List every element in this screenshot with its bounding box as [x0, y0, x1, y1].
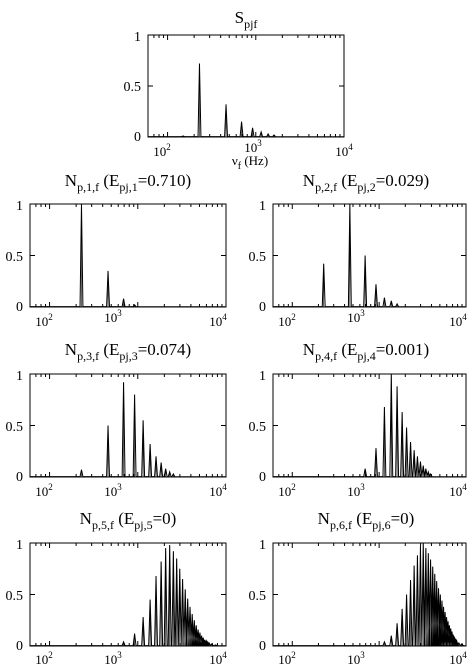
x-tick-label: 104: [209, 482, 227, 499]
x-tick-label: 102: [278, 482, 296, 499]
spectrum-series: [272, 542, 467, 647]
panel-np2f: Np,2,f (Epj,2=0.029) 0 0.5 1 102 103 104: [249, 171, 468, 329]
spectrum-line: [30, 203, 227, 308]
x-tick-label: 102: [35, 482, 53, 499]
x-tick-label: 102: [153, 142, 171, 159]
x-tick-label: 102: [278, 312, 296, 329]
spectrum-series: [147, 34, 345, 138]
y-tick-label: 1: [16, 199, 23, 214]
spectrum-line: [273, 203, 467, 308]
spectrum-series: [272, 373, 467, 478]
y-tick-label: 0.5: [6, 420, 24, 435]
spectrum-series: [272, 203, 467, 308]
y-tick-label: 1: [16, 538, 23, 553]
panel-title: Spjf: [235, 8, 258, 31]
spectrum-line: [30, 382, 227, 478]
x-tick-label: 102: [35, 312, 53, 329]
y-tick-label: 0.5: [249, 420, 267, 435]
y-tick-label: 0.5: [6, 250, 24, 265]
x-tick-label: 103: [104, 308, 122, 325]
x-tick-label: 104: [209, 312, 227, 329]
x-tick-label: 103: [347, 650, 365, 665]
y-tick-label: 0: [259, 639, 266, 654]
panel-title: Np,5,f (Epj,5=0): [80, 509, 177, 532]
y-tick-label: 0: [16, 639, 23, 654]
spectrum-line: [273, 542, 467, 647]
plot-frame: [29, 373, 227, 478]
panel-title: Np,4,f (Epj,4=0.001): [303, 340, 429, 363]
panel-title: Np,1,f (Epj,1=0.710): [65, 171, 191, 194]
panel-spjf: Spjf 0 0.5 1 102 103 104 νf (Hz): [124, 8, 354, 172]
x-tick-label: 103: [244, 138, 262, 155]
x-tick-labels: 102 103 104: [153, 138, 353, 159]
plot-frame: [272, 373, 467, 478]
panel-title: Np,2,f (Epj,2=0.029): [303, 171, 429, 194]
spectrum-series: [29, 203, 227, 308]
y-tick-label: 0: [16, 470, 23, 485]
panel-np5f: Np,5,f (Epj,5=0) 0 0.5 1 102 103 104: [6, 509, 228, 665]
spectrum-series: [29, 373, 227, 478]
y-tick-labels: 0 0.5 1: [124, 30, 142, 145]
spectrum-line: [30, 545, 227, 647]
y-tick-label: 1: [16, 369, 23, 384]
x-tick-label: 104: [209, 650, 227, 665]
y-tick-label: 0: [134, 130, 141, 145]
panel-title: Np,3,f (Epj,3=0.074): [65, 340, 191, 363]
panel-np1f: Np,1,f (Epj,1=0.710) 0 0.5 1 102 103 104: [6, 171, 228, 329]
y-tick-label: 1: [259, 538, 266, 553]
plot-frame: [147, 34, 345, 138]
y-tick-label: 0: [16, 300, 23, 315]
x-tick-label: 103: [347, 308, 365, 325]
y-tick-label: 1: [134, 30, 141, 45]
spectrum-line: [148, 63, 345, 138]
y-tick-label: 0.5: [249, 250, 267, 265]
x-tick-label: 102: [35, 650, 53, 665]
x-axis-label: νf (Hz): [232, 153, 268, 172]
x-tick-label: 104: [449, 650, 467, 665]
x-tick-label: 104: [449, 482, 467, 499]
plot-frame: [29, 203, 227, 308]
y-tick-label: 1: [259, 199, 266, 214]
x-tick-label: 104: [335, 142, 353, 159]
panel-title: Np,6,f (Epj,6=0): [318, 509, 415, 532]
spectrum-series: [29, 542, 227, 647]
y-tick-label: 1: [259, 369, 266, 384]
x-tick-label: 104: [449, 312, 467, 329]
y-tick-label: 0.5: [124, 80, 142, 95]
plot-frame: [272, 203, 467, 308]
x-tick-label: 102: [278, 650, 296, 665]
x-tick-label: 103: [104, 650, 122, 665]
spectrum-line: [273, 373, 467, 478]
panel-np4f: Np,4,f (Epj,4=0.001) 0 0.5 1 102 103 104: [249, 340, 468, 499]
x-tick-label: 103: [347, 482, 365, 499]
y-tick-label: 0: [259, 470, 266, 485]
y-tick-label: 0.5: [249, 589, 267, 604]
panel-np3f: Np,3,f (Epj,3=0.074) 0 0.5 1 102 103 104: [6, 340, 228, 499]
y-tick-label: 0: [259, 300, 266, 315]
y-tick-label: 0.5: [6, 589, 24, 604]
x-tick-label: 103: [104, 482, 122, 499]
